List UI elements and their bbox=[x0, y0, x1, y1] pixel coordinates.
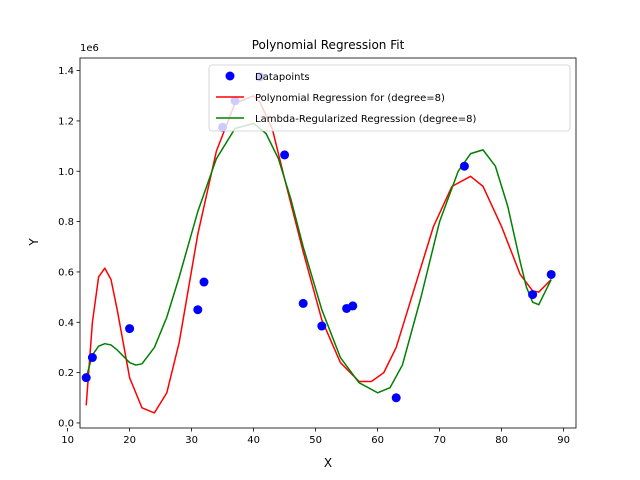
legend-marker bbox=[225, 71, 235, 81]
x-tick-label: 40 bbox=[247, 435, 260, 446]
x-tick-label: 20 bbox=[123, 435, 136, 446]
x-tick-label: 70 bbox=[433, 435, 446, 446]
y-tick-label: 0.6 bbox=[58, 267, 74, 278]
data-point bbox=[298, 298, 308, 308]
legend-label: Polynomial Regression for (degree=8) bbox=[255, 93, 445, 104]
legend: Datapoints Polynomial Regression for (deg… bbox=[208, 64, 571, 132]
data-point bbox=[459, 161, 469, 171]
data-point bbox=[125, 324, 135, 334]
x-tick-label: 80 bbox=[495, 435, 508, 446]
y-offset-label: 1e6 bbox=[80, 43, 99, 54]
data-point bbox=[546, 269, 556, 279]
data-point bbox=[317, 321, 327, 331]
y-tick-label: 0.2 bbox=[58, 368, 74, 379]
x-tick-label: 30 bbox=[185, 435, 198, 446]
axes-frame bbox=[79, 57, 577, 429]
y-tick-label: 0.0 bbox=[58, 418, 74, 429]
x-tick-label: 60 bbox=[371, 435, 384, 446]
legend-label: Lambda-Regularized Regression (degree=8) bbox=[255, 114, 476, 125]
y-tick-label: 1.4 bbox=[58, 66, 74, 77]
data-point bbox=[391, 393, 401, 403]
y-tick-label: 1.0 bbox=[58, 167, 74, 178]
x-tick-label: 90 bbox=[557, 435, 570, 446]
data-point bbox=[280, 150, 290, 160]
y-tick-label: 1.2 bbox=[58, 116, 74, 127]
data-point bbox=[81, 373, 91, 383]
y-tick-label: 0.4 bbox=[58, 318, 74, 329]
data-point bbox=[193, 305, 203, 315]
x-tick-label: 50 bbox=[309, 435, 322, 446]
data-point bbox=[348, 301, 358, 311]
x-tick-label: 10 bbox=[61, 435, 74, 446]
data-point bbox=[87, 353, 97, 363]
y-axis-title: Y bbox=[27, 238, 41, 247]
legend-box bbox=[208, 64, 571, 132]
x-axis-title: X bbox=[324, 456, 332, 470]
y-tick-label: 0.8 bbox=[58, 217, 74, 228]
plot-area: 10 20 30 40 50 60 70 80 90 0.0 0.2 0.4 0.6 0.8 1.0 1.2 1… bbox=[58, 57, 577, 446]
legend-label: Datapoints bbox=[255, 72, 310, 83]
series-line-2 bbox=[85, 122, 552, 394]
data-point bbox=[528, 290, 538, 300]
data-point bbox=[199, 277, 209, 287]
chart-title: Polynomial Regression Fit bbox=[252, 38, 405, 52]
